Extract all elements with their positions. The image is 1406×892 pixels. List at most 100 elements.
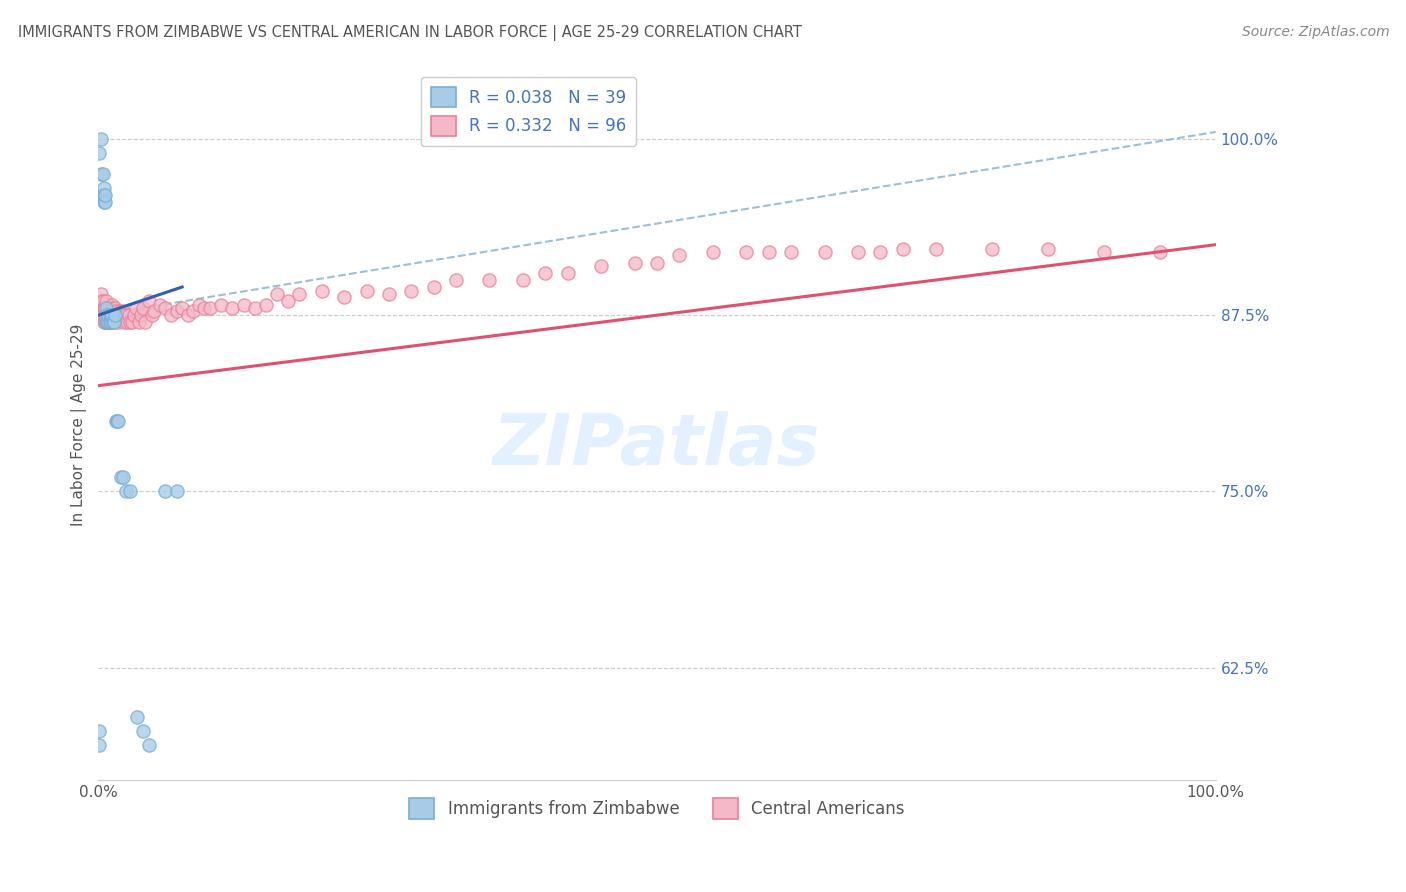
Point [846, 244, 869, 259]
Point [89, 738, 111, 752]
Point [98, 315, 121, 329]
Point [111, 470, 134, 484]
Point [90, 167, 112, 181]
Point [93, 188, 115, 202]
Point [925, 242, 948, 256]
Point [117, 308, 139, 322]
Point [288, 287, 311, 301]
Point [103, 315, 125, 329]
Point [143, 304, 166, 318]
Point [105, 304, 128, 318]
Point [110, 308, 132, 322]
Point [94, 301, 117, 315]
Point [90, 301, 112, 315]
Point [101, 315, 124, 329]
Point [93, 181, 115, 195]
Point [735, 244, 758, 259]
Point [132, 301, 155, 315]
Point [112, 315, 135, 329]
Point [96, 315, 118, 329]
Point [96, 301, 118, 315]
Text: IMMIGRANTS FROM ZIMBABWE VS CENTRAL AMERICAN IN LABOR FORCE | AGE 25-29 CORRELAT: IMMIGRANTS FROM ZIMBABWE VS CENTRAL AMER… [18, 25, 803, 41]
Point [118, 484, 141, 499]
Point [254, 298, 277, 312]
Point [121, 315, 143, 329]
Point [277, 294, 299, 309]
Point [90, 308, 112, 322]
Point [118, 315, 141, 329]
Point [100, 308, 122, 322]
Point [105, 414, 128, 428]
Point [232, 298, 254, 312]
Point [645, 256, 668, 270]
Point [1092, 244, 1115, 259]
Point [668, 247, 690, 261]
Point [90, 294, 112, 309]
Point [122, 308, 145, 322]
Point [155, 484, 177, 499]
Point [91, 308, 114, 322]
Point [209, 298, 232, 312]
Point [97, 301, 120, 315]
Point [110, 470, 132, 484]
Point [177, 308, 200, 322]
Point [187, 298, 209, 312]
Point [111, 308, 134, 322]
Point [104, 308, 127, 322]
Point [93, 315, 115, 329]
Point [623, 256, 645, 270]
Point [129, 308, 152, 322]
Point [94, 195, 117, 210]
Point [96, 315, 118, 329]
Text: Source: ZipAtlas.com: Source: ZipAtlas.com [1241, 25, 1389, 39]
Y-axis label: In Labor Force | Age 25-29: In Labor Force | Age 25-29 [72, 323, 87, 525]
Point [478, 273, 501, 287]
Point [221, 301, 243, 315]
Point [96, 294, 118, 309]
Point [90, 132, 112, 146]
Point [134, 315, 156, 329]
Point [96, 308, 118, 322]
Point [181, 304, 204, 318]
Point [138, 294, 160, 309]
Point [111, 304, 134, 318]
Point [103, 304, 125, 318]
Point [91, 188, 114, 202]
Point [100, 315, 122, 329]
Point [107, 315, 129, 329]
Point [813, 244, 835, 259]
Text: ZIPatlas: ZIPatlas [494, 411, 821, 480]
Point [869, 244, 891, 259]
Point [91, 294, 114, 309]
Point [89, 146, 111, 161]
Point [512, 273, 534, 287]
Point [1036, 242, 1059, 256]
Point [780, 244, 803, 259]
Point [266, 287, 288, 301]
Point [115, 484, 138, 499]
Point [93, 195, 115, 210]
Point [90, 188, 112, 202]
Point [100, 315, 122, 329]
Point [101, 301, 124, 315]
Point [534, 266, 557, 280]
Point [891, 242, 914, 256]
Point [97, 308, 120, 322]
Point [127, 710, 149, 724]
Point [98, 315, 121, 329]
Point [149, 298, 172, 312]
Point [100, 304, 122, 318]
Point [100, 308, 122, 322]
Point [117, 315, 139, 329]
Point [141, 308, 163, 322]
Point [104, 301, 127, 315]
Point [96, 315, 118, 329]
Point [97, 315, 120, 329]
Point [93, 301, 115, 315]
Point [105, 414, 128, 428]
Point [172, 301, 194, 315]
Point [96, 308, 118, 322]
Point [1149, 244, 1171, 259]
Point [100, 308, 122, 322]
Point [155, 301, 177, 315]
